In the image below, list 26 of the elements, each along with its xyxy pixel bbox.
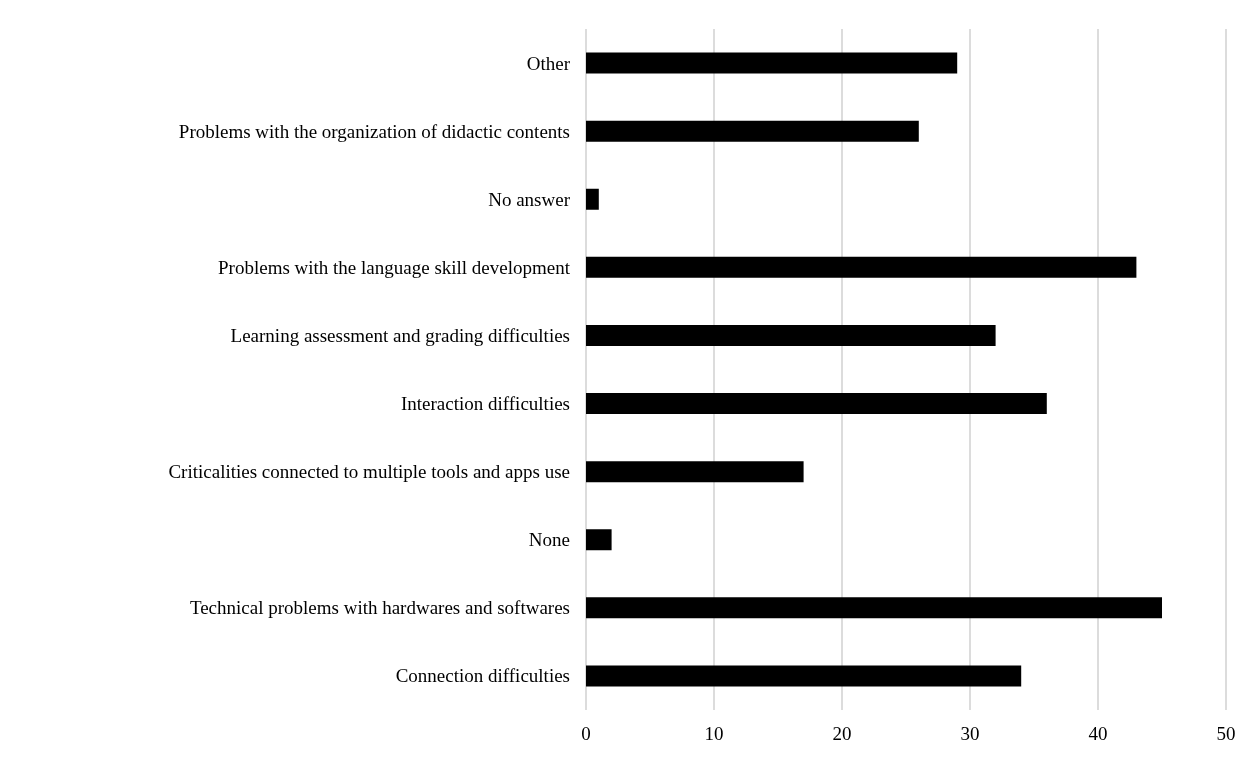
bar xyxy=(586,52,958,74)
bar xyxy=(586,393,1047,415)
y-tick-label: Technical problems with hardwares and softwares xyxy=(189,597,570,619)
bar xyxy=(586,665,1022,687)
bar xyxy=(586,256,1137,278)
x-tick-label: 50 xyxy=(1216,723,1236,744)
y-tick-label: Criticalities connected to multiple tools and apps use xyxy=(168,461,570,483)
bar xyxy=(586,461,804,483)
y-tick-label: No answer xyxy=(488,188,571,210)
x-tick-label: 10 xyxy=(704,723,724,744)
y-tick-label: Connection difficulties xyxy=(395,665,570,687)
bar xyxy=(586,120,919,142)
y-tick-label: None xyxy=(528,529,570,551)
x-tick-label: 0 xyxy=(581,723,591,744)
bar xyxy=(586,529,612,551)
bar xyxy=(586,597,1162,619)
x-tick-label: 40 xyxy=(1088,723,1108,744)
y-tick-label: Interaction difficulties xyxy=(400,393,570,415)
y-tick-label: Problems with the organization of didactic contents xyxy=(178,120,570,142)
y-tick-label: Other xyxy=(526,52,571,74)
x-tick-label: 30 xyxy=(960,723,980,744)
y-tick-label: Problems with the language skill development xyxy=(218,256,571,278)
y-tick-label: Learning assessment and grading difficulties xyxy=(230,324,570,346)
bar xyxy=(586,324,996,346)
bar xyxy=(586,188,599,210)
x-tick-label: 20 xyxy=(832,723,852,744)
